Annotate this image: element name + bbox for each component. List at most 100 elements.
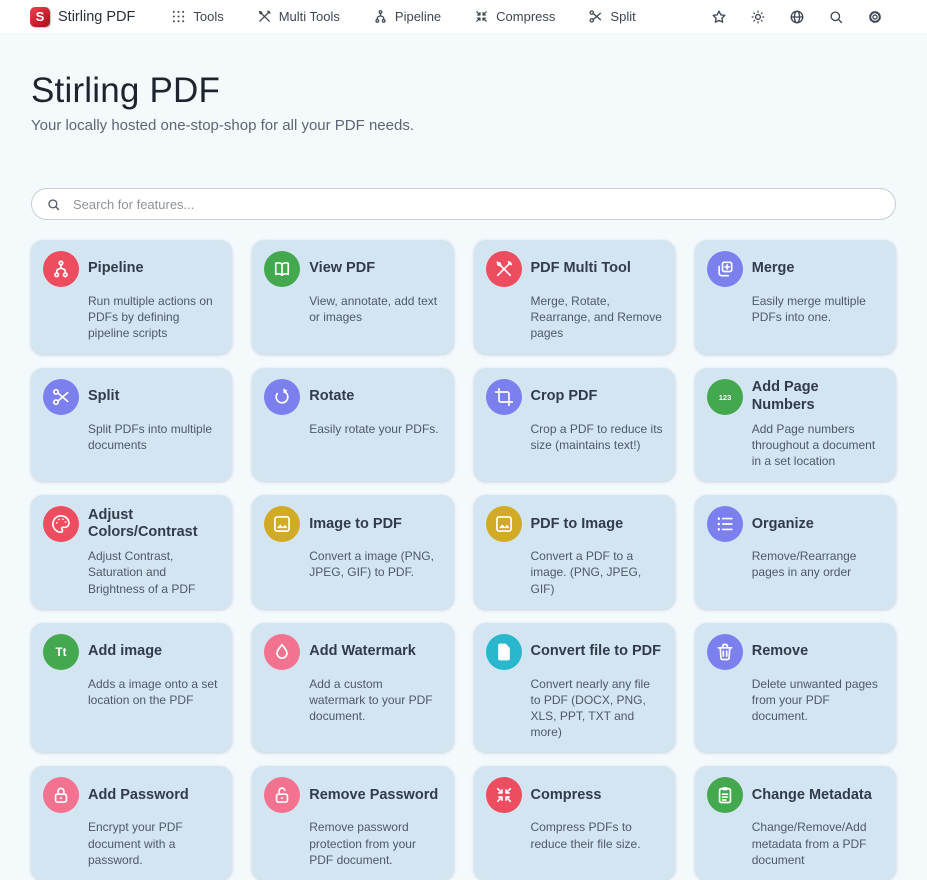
card-adjust-colors-contrast[interactable]: Adjust Colors/Contrast Adjust Contrast, … (31, 495, 233, 609)
multi-tools-icon (257, 9, 272, 24)
card-description: Compress PDFs to reduce their file size. (530, 820, 641, 851)
card-description: Delete unwanted pages from your PDF docu… (751, 676, 878, 724)
nav-item-tools[interactable]: Tools (171, 9, 224, 24)
nav-item-multi-tools[interactable]: Multi Tools (257, 9, 340, 24)
droplet-icon (264, 633, 301, 670)
lock-icon (43, 777, 79, 814)
star-icon[interactable] (711, 9, 727, 25)
card-description: Convert a image (PNG, JPEG, GIF) to PDF. (309, 549, 434, 580)
text-Tt-icon: Tt (43, 633, 79, 670)
card-image-to-pdf[interactable]: Image to PDF Convert a image (PNG, JPEG,… (252, 495, 454, 609)
card-title: Add Watermark (309, 643, 416, 660)
card-title: Compress (530, 786, 602, 803)
card-title: View PDF (309, 260, 376, 277)
card-title: Add Password (88, 786, 189, 803)
card-description: View, annotate, add text or images (309, 294, 438, 325)
card-description: Remove password protection from your PDF… (309, 820, 416, 867)
card-description: Add a custom watermark to your PDF docum… (309, 676, 433, 724)
card-description: Convert nearly any file to PDF (DOCX, PN… (530, 676, 650, 740)
list-icon (706, 506, 743, 543)
card-crop-pdf[interactable]: Crop PDF Crop a PDF to reduce its size (… (473, 367, 675, 482)
card-description: Merge, Rotate, Rearrange, and Remove pag… (530, 294, 662, 341)
card-convert-file-to-pdf[interactable]: Convert file to PDF Convert nearly any f… (473, 622, 675, 753)
card-description: Crop a PDF to reduce its size (maintains… (530, 421, 663, 452)
nav-item-label: Pipeline (394, 9, 442, 24)
card-description: Change/Remove/Add metadata from a PDF do… (751, 820, 867, 867)
card-split[interactable]: Split Split PDFs into multiple documents (31, 367, 233, 482)
card-title: Add Page Numbers (751, 379, 819, 413)
card-pdf-to-image[interactable]: PDF to Image Convert a PDF to a image. (… (473, 495, 675, 609)
feature-search-box (31, 188, 896, 220)
card-add-image[interactable]: Tt Add image Adds a image onto a set loc… (31, 622, 233, 753)
nav-menu: Tools Multi Tools Pipeline Compress Spli… (171, 9, 636, 24)
card-description: Add Page numbers throughout a document i… (751, 421, 876, 468)
trash-icon (706, 633, 743, 670)
navbar: S Stirling PDF Tools Multi Tools Pipelin… (0, 0, 927, 33)
nav-item-pipeline[interactable]: Pipeline (373, 9, 441, 24)
card-title: Adjust Colors/Contrast (88, 507, 198, 541)
clipboard-icon (706, 777, 743, 814)
nav-item-label: Tools (193, 9, 224, 24)
nav-item-label: Compress (496, 9, 556, 24)
unlock-icon (264, 777, 301, 814)
main-content: Stirling PDF Your locally hosted one-sto… (0, 71, 927, 880)
card-title: Remove Password (309, 786, 439, 803)
card-remove-password[interactable]: Remove Password Remove password protecti… (252, 766, 454, 880)
card-title: Remove (751, 643, 809, 660)
nav-right-actions (711, 9, 883, 25)
card-change-metadata[interactable]: Change Metadata Change/Remove/Add metada… (694, 766, 896, 880)
card-title: PDF Multi Tool (530, 260, 631, 277)
card-description: Convert a PDF to a image. (PNG, JPEG, GI… (530, 549, 642, 596)
nav-item-label: Split (610, 9, 636, 24)
search-icon[interactable] (828, 9, 844, 25)
card-description: Remove/Rearrange pages in any order (751, 549, 857, 580)
card-pdf-multi-tool[interactable]: PDF Multi Tool Merge, Rotate, Rearrange,… (473, 240, 675, 354)
grid-icon (171, 9, 186, 24)
multi-tools-icon (485, 251, 522, 287)
card-view-pdf[interactable]: View PDF View, annotate, add text or ima… (252, 240, 454, 354)
card-add-watermark[interactable]: Add Watermark Add a custom watermark to … (252, 622, 454, 753)
crop-icon (485, 378, 522, 415)
card-pipeline[interactable]: Pipeline Run multiple actions on PDFs by… (31, 240, 233, 354)
search-input[interactable] (71, 195, 881, 213)
card-remove[interactable]: Remove Delete unwanted pages from your P… (694, 622, 896, 753)
brand-title: Stirling PDF (58, 8, 136, 25)
card-rotate[interactable]: Rotate Easily rotate your PDFs. (252, 367, 454, 482)
app-brand[interactable]: S Stirling PDF (30, 6, 136, 27)
svg-text:Tt: Tt (55, 646, 66, 659)
gear-icon[interactable] (867, 9, 883, 25)
file-icon (485, 633, 522, 670)
card-compress[interactable]: Compress Compress PDFs to reduce their f… (473, 766, 675, 880)
pipeline-icon (43, 251, 79, 287)
card-title: Pipeline (88, 260, 144, 277)
card-description: Adds a image onto a set location on the … (88, 676, 218, 707)
card-title: Image to PDF (309, 515, 402, 532)
card-title: Crop PDF (530, 388, 598, 404)
merge-icon (706, 251, 743, 287)
card-title: Change Metadata (751, 786, 872, 803)
card-title: Organize (751, 515, 814, 532)
card-merge[interactable]: Merge Easily merge multiple PDFs into on… (694, 240, 896, 354)
sun-icon[interactable] (750, 9, 766, 25)
card-description: Easily rotate your PDFs. (309, 421, 439, 436)
nav-item-compress[interactable]: Compress (474, 9, 555, 24)
image-icon (485, 506, 522, 543)
card-description: Split PDFs into multiple documents (88, 421, 213, 452)
card-title: Split (88, 388, 120, 404)
split-icon (588, 9, 603, 24)
card-title: PDF to Image (530, 515, 624, 532)
globe-icon[interactable] (789, 9, 805, 25)
card-organize[interactable]: Organize Remove/Rearrange pages in any o… (694, 495, 896, 609)
rotate-icon (264, 378, 301, 415)
card-title: Add image (88, 643, 163, 660)
page-title: Stirling PDF (31, 71, 221, 110)
compress-icon (485, 777, 522, 814)
card-add-password[interactable]: Add Password Encrypt your PDF document w… (31, 766, 233, 880)
nav-item-split[interactable]: Split (588, 9, 636, 24)
svg-text:123: 123 (718, 392, 731, 401)
card-add-page-numbers[interactable]: 123 Add Page Numbers Add Page numbers th… (694, 367, 896, 482)
nav-item-label: Multi Tools (278, 9, 340, 24)
stirling-logo-icon: S (30, 6, 50, 27)
split-icon (43, 378, 79, 415)
feature-card-grid: Pipeline Run multiple actions on PDFs by… (31, 240, 896, 880)
